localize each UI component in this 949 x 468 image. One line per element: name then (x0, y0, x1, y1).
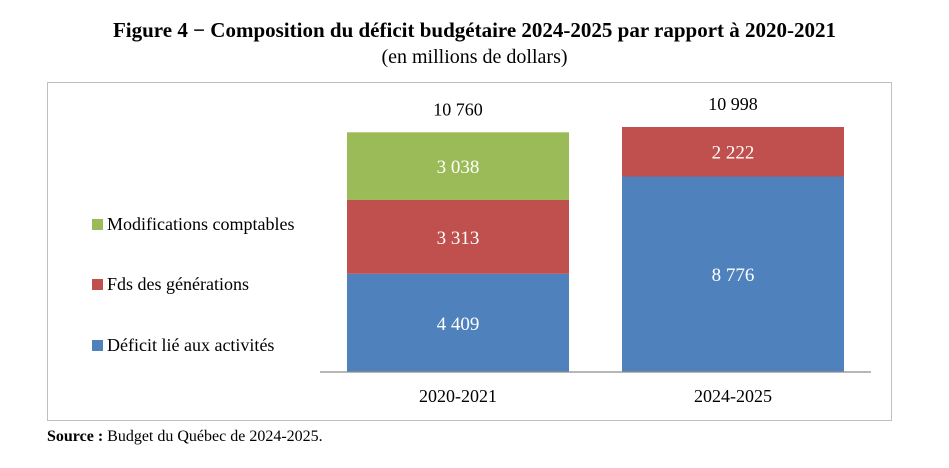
bar-segment-1-1 (347, 273, 569, 372)
legend-label-3: Modifications comptables (107, 214, 294, 234)
source-text: Budget du Québec de 2024-2025. (103, 428, 323, 445)
data-label-1-2: 8 776 (712, 265, 755, 286)
legend-label-2: Fds des générations (107, 274, 249, 294)
legend-swatch-1 (92, 340, 103, 351)
data-label-1-1: 4 409 (437, 314, 480, 335)
chart-title: Figure 4 − Composition du déficit budgét… (112, 18, 837, 42)
legend-swatch-3 (92, 219, 103, 230)
source-note: Source : Budget du Québec de 2024-2025. (47, 428, 323, 446)
data-label-2-1: 3 313 (437, 228, 480, 249)
x-tick-label-2: 2024-2025 (694, 386, 772, 406)
x-tick-label-1: 2020-2021 (419, 386, 497, 406)
bar-segment-3-1 (347, 132, 569, 200)
bar-segment-1-2 (622, 176, 844, 372)
data-label-3-1: 3 038 (437, 157, 480, 178)
chart-frame (47, 82, 892, 421)
source-label: Source : (47, 428, 104, 445)
data-label-2-2: 2 222 (712, 143, 755, 164)
total-label-2: 10 998 (708, 94, 758, 114)
legend-swatch-2 (92, 279, 103, 290)
bar-segment-2-1 (347, 199, 569, 274)
bar-segment-2-2 (622, 127, 844, 177)
legend-label-1: Déficit lié aux activités (107, 335, 274, 355)
total-label-1: 10 760 (433, 99, 483, 119)
chart-subtitle: (en millions de dollars) (381, 46, 568, 68)
